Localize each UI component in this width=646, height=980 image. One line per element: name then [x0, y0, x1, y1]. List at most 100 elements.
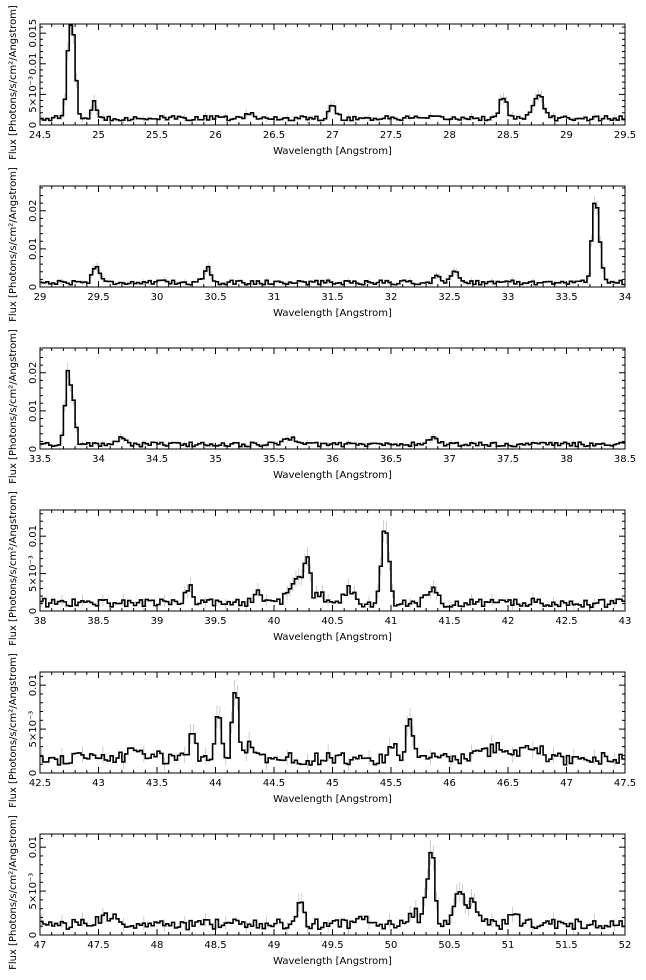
x-tick-label: 36.5: [380, 454, 402, 465]
x-tick-label: 29.5: [614, 130, 636, 141]
x-tick-label: 44: [209, 778, 222, 789]
x-tick-label: 43: [619, 616, 632, 627]
y-tick-label: 0.01: [28, 400, 39, 422]
y-tick-label: 0.02: [28, 362, 39, 384]
x-axis-label: Wavelength [Angstrom]: [273, 956, 392, 967]
x-tick-label: 47.5: [87, 940, 109, 951]
spectrum-panel-1: 24.5 25 25.5 26 26.5 27 27.5 28 28.5 29 29.5 0 5×10⁻…: [8, 5, 636, 160]
y-tick-label: 0: [28, 446, 39, 452]
spectrum-panel-5: 42.5 43 43.5 44 44.5 45 45.5 46 46.5 47 47.5 0 5×10⁻…: [8, 653, 636, 808]
x-tick-label: 28.5: [497, 130, 519, 141]
spectrum-line: [40, 369, 625, 448]
x-tick-label: 30: [151, 292, 164, 303]
spectrum-line: [40, 530, 625, 609]
x-tick-label: 38.5: [87, 616, 109, 627]
plot-frame: [39, 347, 626, 450]
x-axis-label: Wavelength [Angstrom]: [273, 470, 392, 481]
x-tick-label: 45.5: [380, 778, 402, 789]
x-tick-label: 38: [34, 616, 47, 627]
y-tick-label: 5×10⁻³: [28, 555, 39, 592]
x-tick-label: 40.5: [321, 616, 343, 627]
x-tick-label: 48: [151, 940, 164, 951]
x-tick-label: 31.5: [321, 292, 343, 303]
x-tick-label: 47: [560, 778, 573, 789]
x-tick-label: 33.5: [29, 454, 51, 465]
y-tick-label: 5×10⁻³: [28, 76, 39, 113]
x-axis-label: Wavelength [Angstrom]: [273, 794, 392, 805]
x-tick-label: 42.5: [555, 616, 577, 627]
x-tick-label: 48.5: [204, 940, 226, 951]
y-axis-label: Flux [Photons/s/cm²/Angstrom]: [8, 5, 19, 160]
x-tick-label: 34: [92, 454, 105, 465]
x-tick-label: 39: [151, 616, 164, 627]
plot-frame: [39, 833, 626, 936]
spectrum-panel-6: 47 47.5 48 48.5 49 49.5 50 50.5 51 51.5 52 0 5×10⁻³ 0…: [8, 815, 631, 970]
spectrum-panel-2: 29 29.5 30 30.5 31 31.5 32 32.5 33 33.5 34 0 0.01 0.0…: [8, 167, 631, 322]
x-tick-label: 43.5: [146, 778, 168, 789]
x-tick-label: 51: [502, 940, 515, 951]
x-tick-label: 38.5: [614, 454, 636, 465]
y-tick-label: 0: [28, 122, 39, 128]
x-tick-label: 49.5: [321, 940, 343, 951]
x-tick-label: 34: [619, 292, 632, 303]
spectrum-line: [40, 692, 625, 766]
x-tick-label: 27.5: [380, 130, 402, 141]
x-tick-label: 43: [92, 778, 105, 789]
plot-frame: [39, 509, 626, 612]
x-tick-label: 50: [385, 940, 398, 951]
y-tick-label: 0.01: [28, 836, 39, 858]
y-tick-label: 0.015: [28, 19, 39, 48]
x-tick-label: 41.5: [438, 616, 460, 627]
y-tick-label: 0.01: [28, 53, 39, 75]
x-tick-label: 49: [268, 940, 281, 951]
x-tick-label: 41: [385, 616, 398, 627]
x-tick-label: 24.5: [29, 130, 51, 141]
spectrum-panel-3: 33.5 34 34.5 35 35.5 36 36.5 37 37.5 38 38.5 0 0.01 0…: [8, 329, 636, 484]
x-tick-label: 40: [268, 616, 281, 627]
x-tick-label: 29: [34, 292, 47, 303]
x-tick-label: 45: [326, 778, 339, 789]
x-tick-label: 46: [443, 778, 456, 789]
x-tick-label: 28: [443, 130, 456, 141]
x-tick-label: 37.5: [497, 454, 519, 465]
y-tick-label: 0: [28, 932, 39, 938]
y-axis-label: Flux [Photons/s/cm²/Angstrom]: [8, 815, 19, 970]
y-tick-label: 0.01: [28, 238, 39, 260]
y-tick-label: 0.01: [28, 525, 39, 547]
x-tick-label: 35: [209, 454, 222, 465]
x-tick-label: 32: [385, 292, 398, 303]
x-tick-label: 47: [34, 940, 47, 951]
x-tick-label: 38: [560, 454, 573, 465]
y-axis-label: Flux [Photons/s/cm²/Angstrom]: [8, 167, 19, 322]
y-axis-label: Flux [Photons/s/cm²/Angstrom]: [8, 329, 19, 484]
plot-frame: [39, 185, 626, 288]
x-tick-label: 52: [619, 940, 632, 951]
x-tick-label: 51.5: [555, 940, 577, 951]
y-tick-label: 5×10⁻³: [28, 873, 39, 910]
x-tick-label: 35.5: [263, 454, 285, 465]
x-tick-label: 39.5: [204, 616, 226, 627]
x-tick-label: 30.5: [204, 292, 226, 303]
spectrum-line: [40, 24, 625, 122]
x-tick-label: 37: [443, 454, 456, 465]
x-tick-label: 36: [326, 454, 339, 465]
x-tick-label: 46.5: [497, 778, 519, 789]
y-tick-label: 5×10⁻³: [28, 711, 39, 748]
x-tick-label: 26.5: [263, 130, 285, 141]
x-tick-label: 29: [560, 130, 573, 141]
x-tick-label: 42.5: [29, 778, 51, 789]
x-tick-label: 31: [268, 292, 281, 303]
y-tick-label: 0: [28, 770, 39, 776]
y-tick-label: 0: [28, 608, 39, 614]
x-tick-label: 33: [502, 292, 515, 303]
x-tick-label: 29.5: [87, 292, 109, 303]
plot-frame: [39, 23, 626, 126]
x-tick-label: 50.5: [438, 940, 460, 951]
x-tick-label: 34.5: [146, 454, 168, 465]
spectrum-panel-4: 38 38.5 39 39.5 40 40.5 41 41.5 42 42.5 43 0 5×10⁻³ 0…: [8, 491, 631, 646]
x-axis-label: Wavelength [Angstrom]: [273, 308, 392, 319]
y-axis-label: Flux [Photons/s/cm²/Angstrom]: [8, 653, 19, 808]
x-tick-label: 47.5: [614, 778, 636, 789]
x-tick-label: 26: [209, 130, 222, 141]
